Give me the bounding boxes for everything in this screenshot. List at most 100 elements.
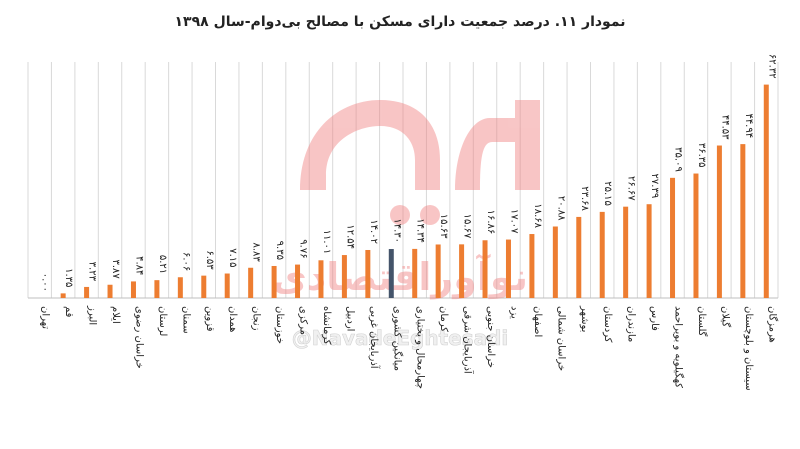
bar — [459, 244, 465, 298]
bar — [60, 293, 66, 298]
watermark-brand: نوآوراقتصادی — [272, 253, 528, 300]
bars — [60, 84, 769, 298]
category-tick-label: البرز — [87, 305, 98, 325]
bar — [482, 240, 488, 298]
watermark-handle: @NavadeEghtesadi — [292, 326, 509, 350]
watermark-logo — [300, 100, 540, 225]
bar — [763, 84, 769, 298]
data-label: ۳.۸۷ — [110, 259, 121, 279]
bar — [505, 239, 511, 298]
chart-title: نمودار ۱۱. درصد جمعیت دارای مسکن با مصال… — [174, 14, 626, 30]
category-tick-label: همدان — [227, 306, 238, 332]
data-label: ۱۸.۶۸ — [532, 203, 543, 228]
category-labels: تهران قم البرز ایلام خراسان رضوی لرستان سمنان ق… — [40, 305, 779, 391]
bar — [295, 264, 301, 298]
grid-lines — [27, 62, 779, 299]
data-label: ۱۴.۳۰ — [391, 218, 402, 243]
bar — [271, 265, 277, 298]
category-tick-label: مرکزی — [298, 306, 309, 335]
data-label: ۹.۳۵ — [274, 241, 285, 260]
data-label: ۱۴.۰۲ — [368, 219, 379, 244]
bar — [693, 173, 699, 298]
data-label: ۴.۸۴ — [133, 256, 144, 275]
category-tick-label: کردستان — [602, 306, 613, 343]
data-label: ۱۱.۰۱ — [321, 230, 332, 255]
data-label: ۱۴.۳۴ — [415, 218, 426, 243]
category-tick-label: خوزستان — [274, 306, 285, 344]
bar — [201, 275, 207, 298]
data-label: ۱۷.۰۷ — [508, 209, 519, 234]
data-label: ۲۰.۸۸ — [555, 196, 566, 221]
category-tick-label: میانگین کشوری — [391, 306, 403, 371]
bar — [552, 226, 558, 298]
data-label: ۶.۰۶ — [180, 252, 191, 271]
bar — [130, 281, 136, 298]
category-tick-label: اصفهان — [532, 306, 543, 337]
category-tick-label: گیلان — [719, 306, 731, 327]
watermark: نوآوراقتصادی @NavadeEghtesadi — [272, 100, 540, 350]
category-tick-label: خراسان جنوبی — [485, 306, 496, 368]
bar — [318, 260, 324, 298]
category-tick-label: اردبیل — [344, 306, 355, 331]
bar — [670, 177, 676, 298]
data-label: ۹.۷۶ — [298, 239, 309, 258]
data-label: ۳۵.۰۹ — [673, 147, 684, 172]
bar — [412, 248, 418, 298]
data-label: ۱۵.۶۳ — [438, 214, 449, 239]
data-label: ۳.۲۳ — [87, 262, 98, 282]
data-label: ۲۶.۶۷ — [626, 176, 637, 201]
bar — [740, 144, 746, 298]
data-label: ۷.۱۵ — [227, 248, 238, 267]
bar — [107, 284, 113, 298]
category-tick-label: خراسان شمالی — [555, 306, 566, 371]
data-label: ۸.۸۳ — [251, 242, 262, 262]
bar — [599, 211, 605, 298]
data-label: ۴۴.۵۳ — [719, 115, 730, 140]
category-tick-label: بوشهر — [579, 305, 590, 332]
data-label: ۱۶.۸۶ — [485, 210, 496, 235]
data-label: ۳۶.۳۵ — [696, 143, 707, 168]
bar — [84, 286, 90, 298]
category-tick-label: کرمان — [438, 306, 449, 332]
bar — [177, 277, 183, 298]
category-tick-label: قزوین — [204, 306, 215, 332]
category-tick-label: سیستان و بلوچستان — [743, 306, 754, 391]
category-tick-label: تهران — [40, 306, 51, 329]
data-label: ۲۷.۳۹ — [649, 174, 660, 199]
bar — [341, 255, 347, 298]
value-labels: ۰.۰۰ ۱.۳۵ ۳.۲۳ ۳.۸۷ ۴.۸۴ ۵.۲۱ ۶.۰۶ ۶.۵۳ ۷.۱۵ ۸.۸۳… — [40, 54, 778, 292]
bar — [623, 206, 629, 298]
category-tick-label: یزد — [508, 306, 519, 319]
bar — [646, 204, 652, 298]
category-tick-label: آذربایجان شرقی — [462, 306, 475, 375]
category-tick-label: چهارمحال و بختیاری — [415, 306, 426, 389]
data-label: ۶۲.۳۲ — [766, 54, 777, 79]
data-label: ۰.۰۰ — [40, 273, 51, 292]
bar — [388, 249, 394, 298]
bar — [365, 249, 371, 298]
bar — [716, 145, 722, 298]
data-label: ۱۲.۵۴ — [344, 224, 355, 249]
category-tick-label: خراسان رضوی — [133, 306, 144, 369]
category-tick-label: کرمانشاه — [321, 306, 332, 345]
bar — [224, 273, 230, 298]
data-label: ۲۵.۱۵ — [602, 181, 613, 206]
category-tick-label: ایلام — [110, 306, 121, 324]
data-label: ۴۴.۹۴ — [743, 113, 754, 138]
category-tick-label: مازندران — [626, 306, 637, 342]
bar — [576, 216, 582, 298]
category-tick-label: لرستان — [157, 306, 168, 336]
category-tick-label: سمنان — [180, 306, 191, 334]
category-tick-label: کهگیلویه و بویراحمد — [673, 306, 685, 388]
category-tick-label: زنجان — [251, 306, 262, 331]
bar — [435, 244, 441, 298]
data-label: ۱۵.۶۷ — [462, 214, 473, 239]
data-label: ۶.۵۳ — [204, 250, 215, 270]
data-label: ۲۳.۶۸ — [579, 186, 590, 211]
category-tick-label: آذربایجان غربی — [368, 306, 381, 370]
category-tick-label: فارس — [649, 306, 660, 331]
category-tick-label: گلستان — [696, 306, 708, 337]
bar — [248, 267, 254, 298]
